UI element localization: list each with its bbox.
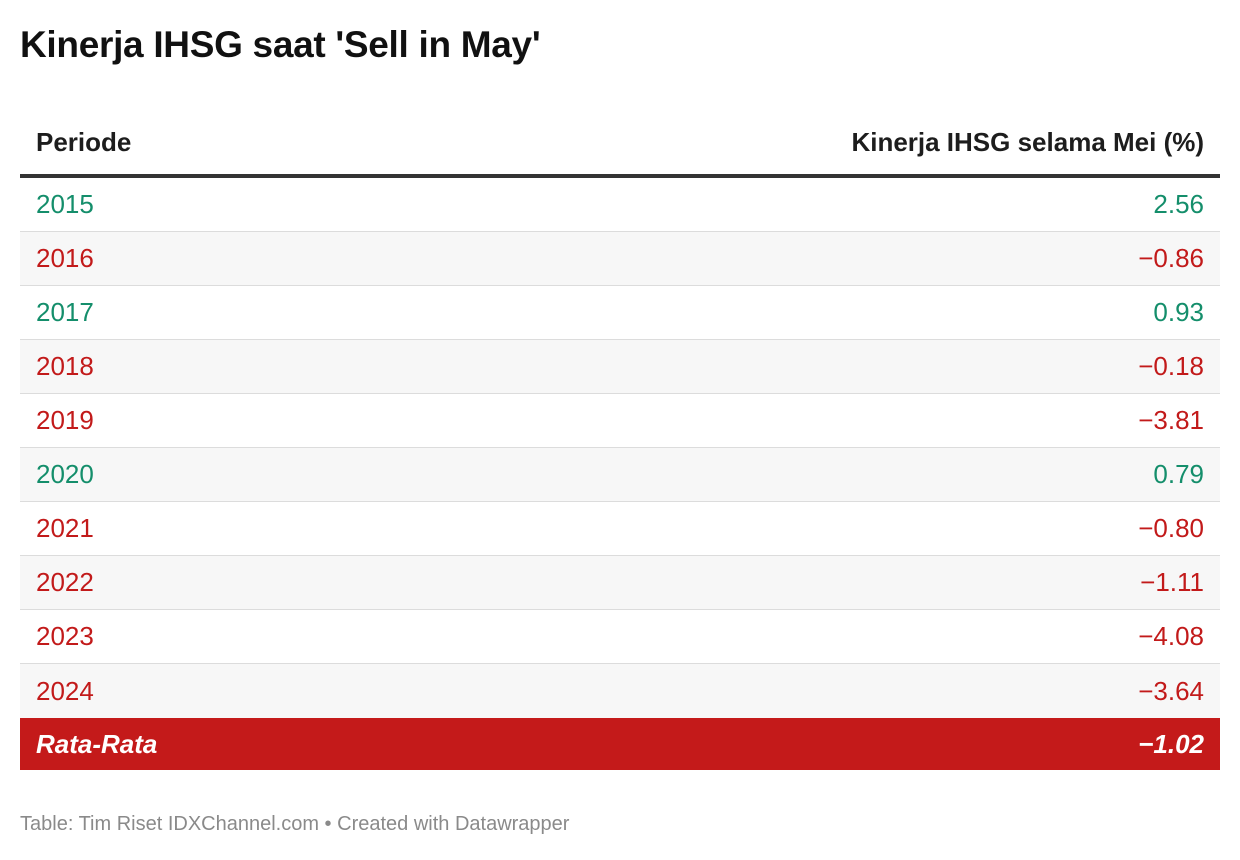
table-row: 2020 0.79 (20, 448, 1220, 502)
table-header: Periode Kinerja IHSG selama Mei (%) (20, 110, 1220, 178)
value-cell: −0.86 (1138, 243, 1204, 273)
table-row: 2019 −3.81 (20, 394, 1220, 448)
value-cell: −4.08 (1138, 621, 1204, 651)
table-body: 2015 2.56 2016 −0.86 2017 0.93 2018 −0.18 2019 −3… (20, 178, 1220, 718)
table-row: 2022 −1.11 (20, 556, 1220, 610)
period-cell: 2020 (36, 459, 94, 489)
chart-title: Kinerja IHSG saat 'Sell in May' (20, 24, 541, 65)
period-cell: 2015 (36, 189, 94, 219)
period-cell: 2021 (36, 513, 94, 543)
total-row: Rata-Rata −1.02 (20, 718, 1220, 770)
period-cell: 2018 (36, 351, 94, 381)
column-header-period[interactable]: Periode (36, 126, 132, 157)
table-row: 2017 0.93 (20, 286, 1220, 340)
table-row: 2023 −4.08 (20, 610, 1220, 664)
value-cell: 0.93 (1153, 297, 1204, 327)
column-header-performance[interactable]: Kinerja IHSG selama Mei (%) (851, 126, 1204, 157)
value-cell: 0.79 (1153, 459, 1204, 489)
value-cell: −1.11 (1140, 567, 1204, 597)
table-row: 2024 −3.64 (20, 664, 1220, 718)
period-cell: 2017 (36, 297, 94, 327)
data-table: Periode Kinerja IHSG selama Mei (%) 2015… (20, 110, 1220, 770)
value-cell: −3.64 (1138, 675, 1204, 706)
total-value: −1.02 (1138, 728, 1204, 759)
value-cell: 2.56 (1153, 189, 1204, 219)
total-label: Rata-Rata (36, 728, 158, 759)
value-cell: −0.80 (1138, 513, 1204, 543)
period-cell: 2023 (36, 621, 94, 651)
table-row: 2021 −0.80 (20, 502, 1220, 556)
table-row: 2018 −0.18 (20, 340, 1220, 394)
period-cell: 2024 (36, 675, 94, 706)
period-cell: 2016 (36, 243, 94, 273)
period-cell: 2019 (36, 405, 94, 435)
value-cell: −0.18 (1138, 351, 1204, 381)
footer-credit: Table: Tim Riset IDXChannel.com • Create… (20, 813, 570, 835)
value-cell: −3.81 (1138, 405, 1204, 435)
table-row: 2016 −0.86 (20, 232, 1220, 286)
period-cell: 2022 (36, 567, 94, 597)
table-row: 2015 2.56 (20, 178, 1220, 232)
